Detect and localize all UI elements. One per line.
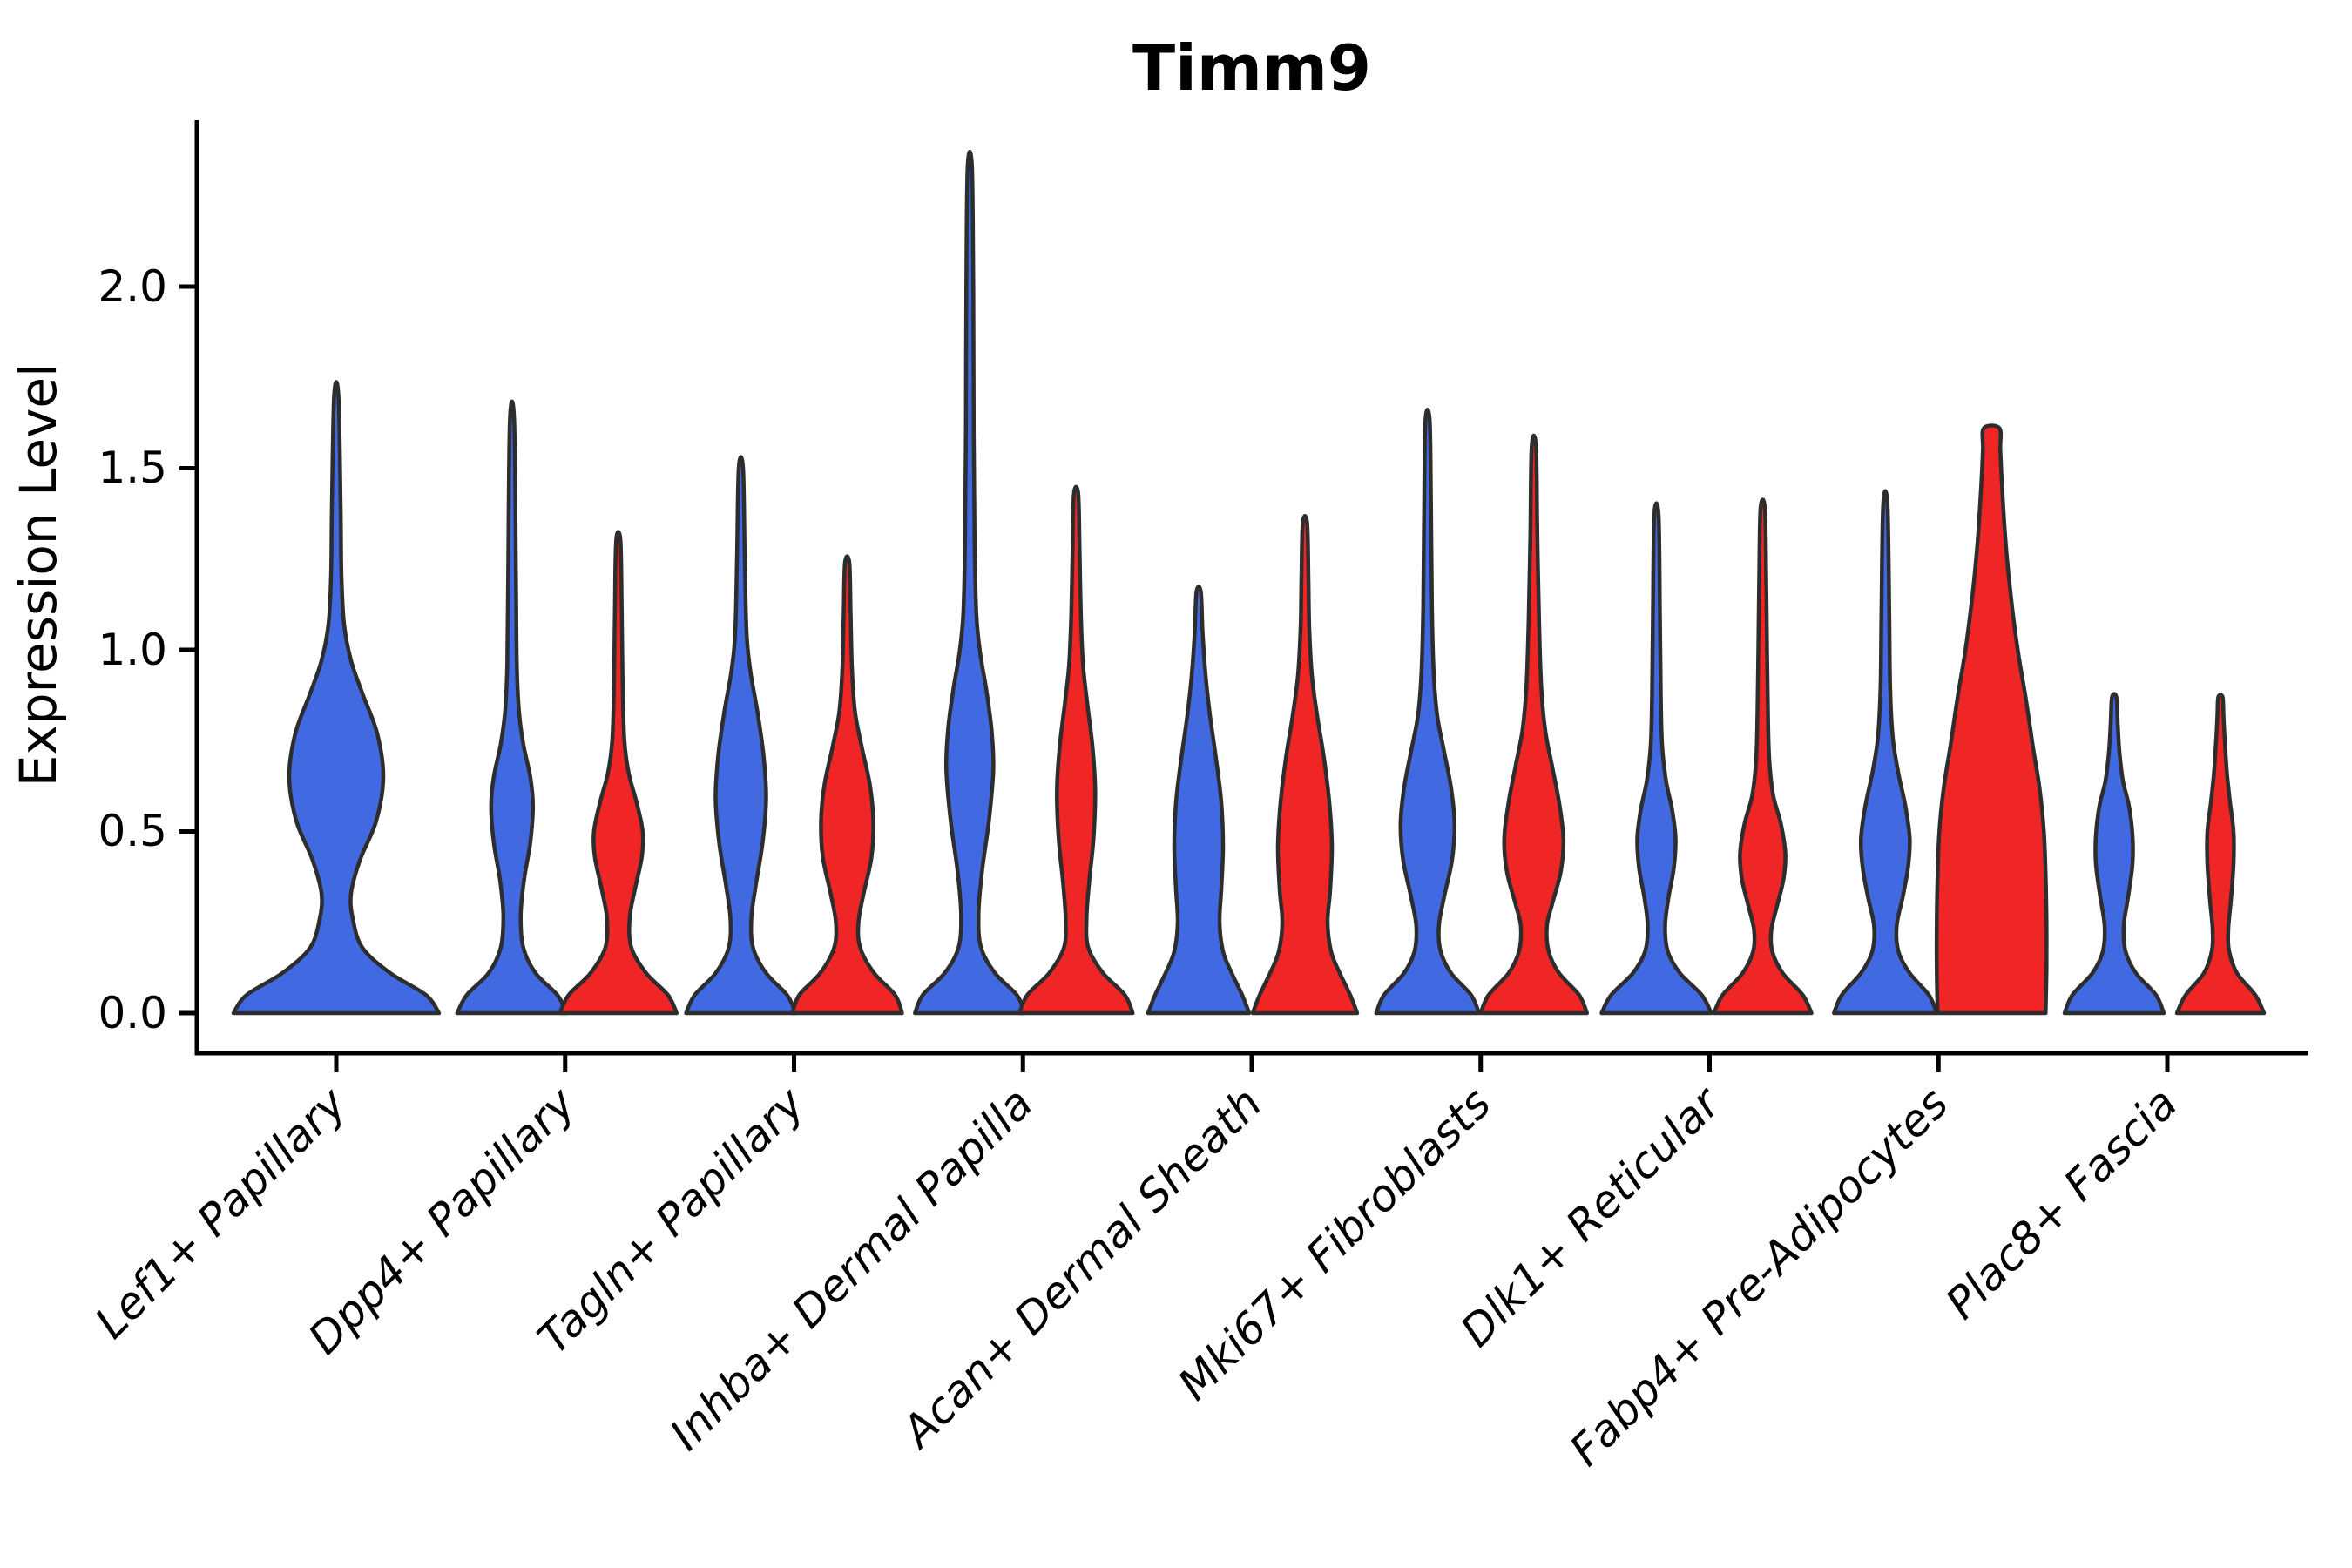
y-axis-label: Expression Level <box>9 363 68 787</box>
x-tick-label-lef1-papillary: Lef1+ Papillary <box>85 1077 356 1348</box>
violin-fabp4-pre-adipocytes-blue <box>1832 489 1939 1016</box>
x-axis-ticks <box>334 1053 2170 1072</box>
violin-acan-dermal-sheath-blue <box>1146 585 1252 1016</box>
violin-plac8-fascia-blue <box>2062 692 2166 1016</box>
violin-dpp4-papillary-red <box>558 530 679 1016</box>
violin-inhba-dermal-papilla-red <box>1017 484 1135 1016</box>
violin-mki67-fibroblasts-blue <box>1374 408 1482 1016</box>
violin-plac8-fascia-red <box>2174 693 2267 1016</box>
y-tick-label-1.0: 1.0 <box>98 625 167 675</box>
violin-tagln-papillary-blue <box>684 455 798 1016</box>
x-tick-label-fabp4-pre-adipocytes: Fabp4+ Pre-Adipocytes <box>1560 1078 1958 1476</box>
violin-mki67-fibroblasts-red <box>1478 433 1590 1016</box>
y-tick-label-2.0: 2.0 <box>98 261 167 312</box>
y-axis-ticks <box>179 284 197 1016</box>
chart-title: Timm9 <box>1132 31 1371 105</box>
x-tick-label-acan-dermal-sheath: Acan+ Dermal Sheath <box>891 1078 1272 1458</box>
x-tick-label-inhba-dermal-papilla: Inhba+ Dermal Papilla <box>660 1078 1042 1459</box>
violin-series-group <box>231 149 2267 1016</box>
violin-inhba-dermal-papilla-blue <box>913 149 1027 1016</box>
violin-fabp4-pre-adipocytes-red <box>1934 423 2049 1016</box>
y-tick-label-0.0: 0.0 <box>98 988 167 1038</box>
violin-dpp4-papillary-blue <box>455 399 570 1016</box>
violin-lef1-papillary-blue <box>231 380 442 1016</box>
x-tick-label-plac8-fascia: Plac8+ Fascia <box>1936 1078 2187 1328</box>
violin-dlk1-reticular-red <box>1712 497 1814 1016</box>
violin-tagln-papillary-red <box>790 554 904 1016</box>
y-tick-label-0.5: 0.5 <box>98 806 167 856</box>
y-tick-label-1.5: 1.5 <box>98 443 167 493</box>
violin-dlk1-reticular-blue <box>1599 501 1713 1016</box>
violin-acan-dermal-sheath-red <box>1250 513 1360 1016</box>
